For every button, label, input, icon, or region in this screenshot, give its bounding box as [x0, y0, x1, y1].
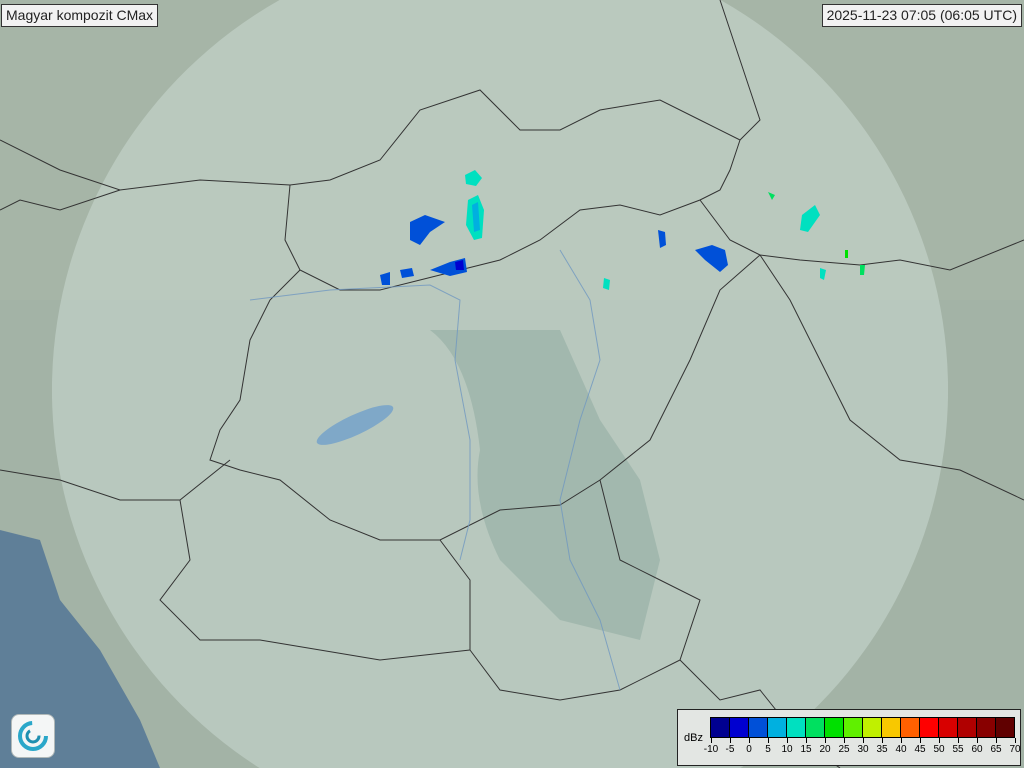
legend-swatch — [711, 718, 730, 737]
legend-tick-mark — [901, 738, 902, 743]
legend-swatch — [787, 718, 806, 737]
legend-tick-label: 70 — [1009, 744, 1021, 755]
legend-swatch — [863, 718, 882, 737]
legend-tick-label: -10 — [703, 744, 719, 755]
legend-tick-label: 5 — [765, 744, 771, 755]
legend-tick-mark — [825, 738, 826, 743]
met-service-swirl-icon — [11, 714, 55, 758]
legend-tick-label: 0 — [746, 744, 752, 755]
legend-tick-label: -5 — [725, 744, 735, 755]
legend-tick-label: 20 — [819, 744, 831, 755]
adriatic-sea — [0, 530, 160, 768]
legend-swatch — [901, 718, 920, 737]
legend-tick-mark — [939, 738, 940, 743]
legend-tick-label: 65 — [990, 744, 1002, 755]
legend-tick-mark — [977, 738, 978, 743]
legend-swatch — [939, 718, 958, 737]
legend-color-bar — [710, 717, 1015, 738]
legend-swatch — [730, 718, 749, 737]
legend-tick-label: 40 — [895, 744, 907, 755]
legend-swatch — [844, 718, 863, 737]
legend-tick-label: 50 — [933, 744, 945, 755]
legend-swatch — [977, 718, 996, 737]
legend-tick-mark — [749, 738, 750, 743]
legend-tick-label: 10 — [781, 744, 793, 755]
legend-ticks: -10 -5 0 5 10 15 20 25 30 35 40 45 50 55 60 65 70 — [704, 738, 1021, 762]
legend-tick-mark — [882, 738, 883, 743]
legend-tick-mark — [920, 738, 921, 743]
legend-tick-label: 55 — [952, 744, 964, 755]
color-legend: dBz -10 -5 0 5 10 15 20 25 30 35 40 45 50 55 60 65 70 — [677, 709, 1021, 766]
legend-swatch — [996, 718, 1014, 737]
legend-tick-mark — [863, 738, 864, 743]
legend-tick-mark — [787, 738, 788, 743]
legend-swatch — [806, 718, 825, 737]
legend-swatch — [768, 718, 787, 737]
legend-tick-label: 15 — [800, 744, 812, 755]
legend-swatch — [825, 718, 844, 737]
legend-tick-mark — [1015, 738, 1016, 743]
timestamp: 2025-11-23 07:05 (06:05 UTC) — [821, 4, 1022, 27]
legend-swatch — [958, 718, 977, 737]
legend-swatch — [882, 718, 901, 737]
legend-tick-mark — [730, 738, 731, 743]
radar-echoes — [380, 170, 865, 290]
legend-tick-mark — [996, 738, 997, 743]
legend-swatch — [920, 718, 939, 737]
rivers — [249, 249, 621, 691]
legend-tick-label: 35 — [876, 744, 888, 755]
legend-tick-label: 45 — [914, 744, 926, 755]
legend-tick-mark — [806, 738, 807, 743]
legend-tick-mark — [844, 738, 845, 743]
legend-tick-label: 30 — [857, 744, 869, 755]
legend-unit: dBz — [684, 732, 703, 744]
legend-tick-mark — [711, 738, 712, 743]
legend-swatch — [749, 718, 768, 737]
product-title: Magyar kompozit CMax — [1, 4, 159, 27]
lake-balaton — [316, 405, 394, 445]
legend-tick-label: 60 — [971, 744, 983, 755]
legend-tick-mark — [768, 738, 769, 743]
legend-tick-mark — [958, 738, 959, 743]
legend-tick-label: 25 — [838, 744, 850, 755]
